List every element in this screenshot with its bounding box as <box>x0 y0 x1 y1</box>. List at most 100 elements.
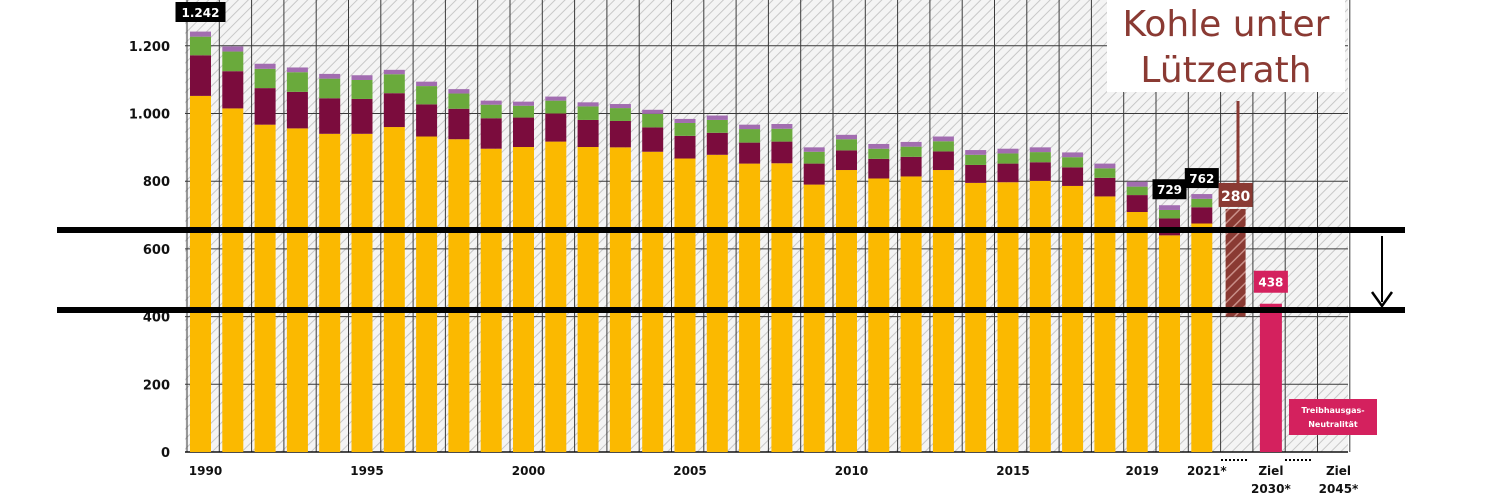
bar-segment <box>190 36 211 56</box>
bar-segment <box>383 69 405 75</box>
bar-segment <box>706 132 728 155</box>
bar-segment <box>674 135 696 159</box>
y-tick-label: 1.200 <box>129 40 170 55</box>
bar-segment <box>351 133 373 452</box>
arrow-head <box>1370 291 1394 309</box>
bar-segment <box>1126 186 1148 196</box>
x-tick-label: 2019 <box>1125 464 1158 478</box>
bar-segment <box>1062 152 1084 158</box>
bar-segment <box>513 105 534 118</box>
bar-segment <box>545 141 567 452</box>
gap-bar <box>1225 208 1246 317</box>
bar-segment <box>222 71 244 109</box>
bar-segment <box>642 151 664 453</box>
bar-segment <box>319 78 341 99</box>
bar-segment <box>222 46 244 52</box>
x-tick-label: 2005 <box>673 464 706 478</box>
bar-segment <box>771 141 793 164</box>
bar-segment <box>480 118 502 149</box>
y-tick-label: 1.000 <box>129 108 170 123</box>
bar-segment <box>771 128 793 142</box>
bar-segment <box>836 139 857 151</box>
bar-segment <box>416 136 438 452</box>
bar-segment <box>674 118 696 123</box>
bar-segment <box>836 134 857 140</box>
y-axis-ticks: 0 200 400 600 800 1.000 1.200 <box>129 40 170 461</box>
bar-segment <box>836 150 857 171</box>
y-tick-label: 400 <box>143 311 170 326</box>
bar-segment <box>351 98 373 134</box>
callout-box <box>1107 0 1345 92</box>
bar-segment <box>448 89 470 94</box>
x-tick-label: 2000 <box>512 464 545 478</box>
bar-segment <box>900 176 922 452</box>
bar-segment <box>900 141 922 147</box>
bar-segment <box>480 104 502 119</box>
x-tick-label: 1995 <box>350 464 383 478</box>
bar-segment <box>1062 157 1084 168</box>
gap-label-box <box>1218 182 1253 207</box>
target-x-label-line1: Ziel <box>1258 464 1283 478</box>
bar-segment <box>448 93 470 109</box>
bar-segment <box>674 158 696 452</box>
bar-segment <box>706 115 728 120</box>
bar-segment <box>513 117 534 148</box>
bar-segment <box>1159 209 1180 219</box>
target-x-label-line2: 2030* <box>1251 482 1291 496</box>
bar-segment <box>706 154 728 452</box>
bar-segment <box>868 178 890 452</box>
bar-segment <box>771 123 793 129</box>
bar-segment <box>642 109 664 114</box>
bar-segment <box>609 104 631 109</box>
data-label: 1.242 <box>182 6 220 20</box>
neutral-label-box <box>1289 399 1377 435</box>
bar-segment <box>545 113 567 142</box>
bar-segment <box>190 55 211 96</box>
data-label: 762 <box>1189 172 1214 186</box>
bar-segment <box>351 75 373 80</box>
bar-segment <box>900 146 922 157</box>
data-label-box <box>175 2 226 22</box>
bar-segment <box>1062 167 1084 186</box>
bar-segment <box>286 67 308 73</box>
bar-segment <box>577 102 599 107</box>
bar-segment <box>1094 196 1116 452</box>
bar-segment <box>577 106 599 120</box>
gap-label: 280 <box>1221 189 1250 205</box>
annotations: 1.242 729 762 280 Kohle unter Lützerath 438 Tre… <box>57 0 1405 452</box>
x-tick-label: 2015 <box>996 464 1029 478</box>
bar-segment <box>416 104 438 137</box>
bar-segment <box>932 151 954 171</box>
bar-segment <box>190 95 211 452</box>
data-label: 729 <box>1157 183 1182 197</box>
bar-segment <box>513 101 534 106</box>
bar-segment <box>383 127 405 452</box>
bar-segment <box>803 184 825 452</box>
bar-segment <box>254 68 276 89</box>
y-tick-label: 0 <box>161 446 170 461</box>
bar-segment <box>319 73 341 79</box>
bar-segment <box>577 147 599 452</box>
data-label-box <box>1184 168 1219 189</box>
y-tick-label: 600 <box>143 243 170 258</box>
bar-segment <box>1029 162 1051 181</box>
bar-segment <box>642 127 664 152</box>
bar-segment <box>448 139 470 452</box>
bar-segment <box>1094 168 1116 178</box>
bar-segment <box>642 113 664 128</box>
bar-segment <box>1159 205 1180 210</box>
bar-segment <box>577 119 599 148</box>
bar-segment <box>286 91 308 129</box>
x-tick-label: 1990 <box>189 464 222 478</box>
bar-segment <box>803 147 825 152</box>
target-x-label-line1: Ziel <box>1326 464 1351 478</box>
bar-segment <box>868 143 890 149</box>
neutral-label-line1: Treibhausgas- <box>1301 406 1364 415</box>
bar-segment <box>254 124 276 452</box>
callout-line2: Lützerath <box>1140 50 1311 91</box>
bar-segment <box>383 74 405 94</box>
bar-segment <box>803 163 825 185</box>
target-2030-label-box <box>1253 270 1288 293</box>
bar-segment <box>1126 181 1148 187</box>
